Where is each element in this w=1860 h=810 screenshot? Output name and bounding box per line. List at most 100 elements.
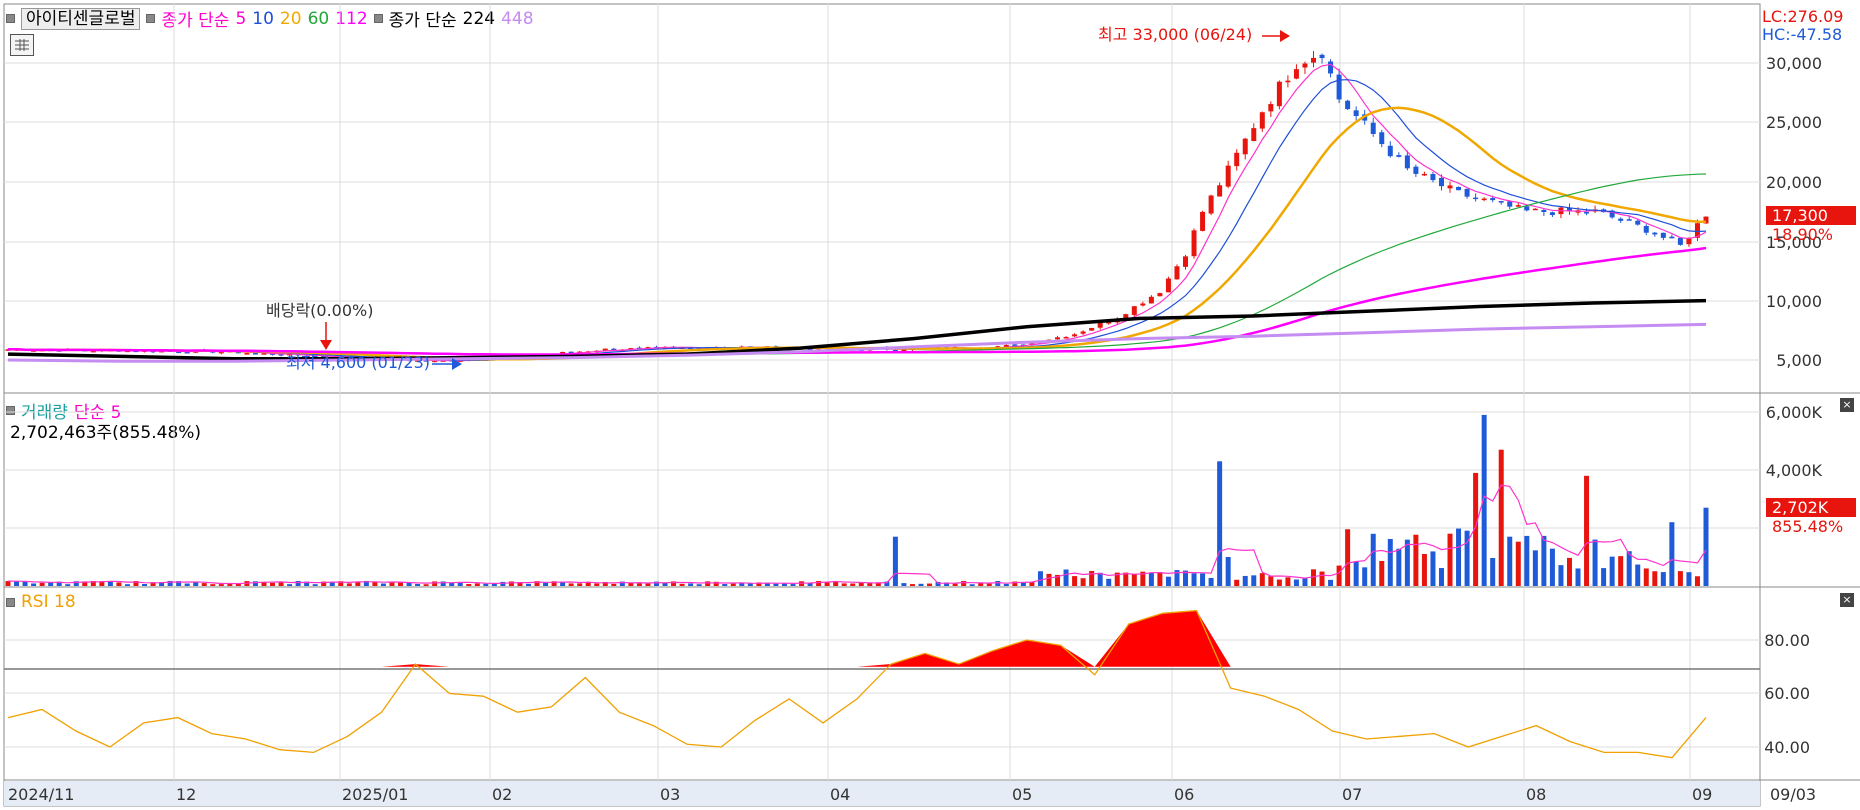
candle-body (944, 347, 950, 349)
candle-body (713, 347, 719, 350)
candle-body (1046, 339, 1052, 342)
ma-period-20[interactable]: 20 (279, 8, 302, 29)
volume-bar (423, 584, 429, 586)
candle-body (449, 360, 455, 362)
price-y-tick-label: 20,000 (1766, 173, 1822, 192)
volume-bar (1268, 576, 1274, 586)
volume-bar (159, 582, 165, 586)
volume-bar (449, 582, 455, 586)
volume-bar (927, 583, 933, 586)
ma-period-112[interactable]: 112 (335, 8, 368, 29)
candle-body (99, 349, 105, 352)
rsi-label[interactable]: RSI 18 (21, 592, 76, 612)
x-tick-label: 2025/01 (342, 785, 408, 804)
volume-bar (1515, 541, 1521, 586)
ma-prefix-label[interactable]: 종가 단순 (161, 11, 230, 31)
volume-bar (1072, 576, 1078, 586)
volume-bar (816, 580, 822, 586)
volume-bar (1532, 550, 1538, 586)
volume-bar (1601, 568, 1607, 586)
vertical-gridlines (173, 4, 1691, 780)
price-legend: 아이티센글로벌 종가 단순 5 10 20 60 112 종가 단순 224 4… (6, 6, 534, 31)
table-grid-icon[interactable] (10, 34, 34, 56)
candle-body (918, 347, 924, 350)
candle-body (1490, 198, 1496, 201)
candle-body (193, 350, 199, 353)
ma10-line (8, 79, 1707, 362)
candle-body (696, 347, 702, 350)
volume-bar (150, 582, 156, 586)
high-arrow-head (1280, 30, 1290, 42)
volume-bar (491, 583, 497, 586)
ma-period-224[interactable]: 224 (462, 8, 496, 29)
volume-bar (1097, 572, 1103, 586)
volume-bar (1183, 570, 1189, 586)
volume-bar (295, 581, 301, 586)
ma2-prefix-label[interactable]: 종가 단순 (388, 11, 457, 31)
volume-bar (1490, 557, 1496, 586)
legend-marker-icon (6, 597, 15, 607)
candle-body (380, 357, 386, 360)
candle-body (1072, 334, 1078, 337)
candle-body (722, 347, 728, 349)
candle-body (56, 350, 62, 352)
volume-bar (201, 583, 207, 586)
candle-body (1464, 188, 1470, 197)
candle-body (1157, 293, 1163, 297)
candle-body (901, 349, 907, 352)
volume-bar (543, 582, 549, 586)
candle-body (807, 348, 813, 351)
close-volume-panel-icon[interactable]: × (1840, 398, 1854, 412)
volume-bar (432, 581, 438, 586)
volume-bar (406, 582, 412, 586)
ma-period-10[interactable]: 10 (252, 8, 274, 29)
candle-body (1131, 306, 1137, 315)
candle-body (14, 349, 20, 351)
candle-body (1507, 201, 1513, 207)
volume-bar (645, 583, 651, 586)
volume-bar (90, 581, 96, 586)
candle-body (884, 347, 890, 350)
volume-bar (1481, 414, 1487, 586)
ma-period-60[interactable]: 60 (307, 8, 330, 29)
volume-bar (662, 582, 668, 586)
volume-bar (184, 583, 190, 586)
volume-bar (1498, 449, 1504, 586)
candle-body (1319, 54, 1325, 59)
volume-y-tick-label: 4,000K (1766, 461, 1823, 480)
candle-body (1328, 61, 1334, 74)
candle-body (1584, 212, 1590, 214)
volume-bar (730, 583, 736, 586)
volume-bar (1080, 578, 1086, 586)
x-tick-label: 08 (1526, 785, 1546, 804)
candle-body (952, 346, 958, 350)
stock-name-button[interactable]: 아이티센글로벌 (21, 7, 141, 30)
candle-body (662, 347, 668, 349)
volume-bar (781, 583, 787, 586)
candle-body (1055, 337, 1061, 340)
candle-body (824, 347, 830, 349)
volume-bar (1208, 577, 1214, 586)
candle-body (415, 360, 421, 362)
candle-body (176, 351, 182, 354)
ma-period-448[interactable]: 448 (501, 8, 534, 29)
volume-bar (244, 581, 250, 586)
candle-body (628, 348, 634, 350)
ma-period-5[interactable]: 5 (235, 8, 247, 29)
candle-body (363, 358, 369, 360)
candle-body (1174, 266, 1180, 280)
volume-bar (1447, 533, 1453, 586)
close-rsi-panel-icon[interactable]: × (1840, 593, 1854, 607)
volume-bar (363, 580, 369, 586)
candle-body (517, 355, 523, 357)
volume-bar (1566, 557, 1572, 586)
volume-bar (986, 583, 992, 586)
volume-bar (270, 582, 276, 586)
ma448-line (7, 322, 1707, 363)
volume-bar (31, 583, 37, 586)
volume-bar (1404, 539, 1410, 586)
volume-bar (764, 583, 770, 586)
candle-body (1601, 209, 1607, 213)
candle-body (1430, 173, 1436, 181)
